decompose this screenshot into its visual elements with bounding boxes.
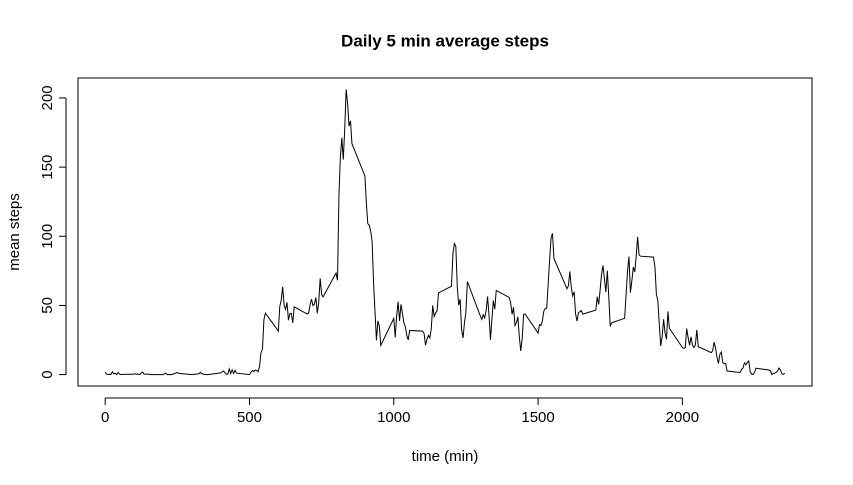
y-tick-label: 100 [39, 224, 56, 249]
x-tick-label: 2000 [666, 409, 699, 426]
y-tick-label: 50 [39, 297, 56, 314]
y-tick-label: 200 [39, 85, 56, 110]
x-tick-label: 0 [101, 409, 109, 426]
x-tick-label: 500 [237, 409, 262, 426]
y-axis-label: mean steps [6, 193, 23, 271]
data-line [104, 89, 786, 376]
plot-box [77, 77, 813, 387]
y-tick-label: 0 [39, 370, 56, 378]
x-tick-label: 1000 [377, 409, 410, 426]
x-tick-label: 1500 [521, 409, 554, 426]
x-axis-label: time (min) [412, 448, 479, 465]
y-tick-label: 150 [39, 155, 56, 180]
chart-title: Daily 5 min average steps [341, 31, 549, 50]
